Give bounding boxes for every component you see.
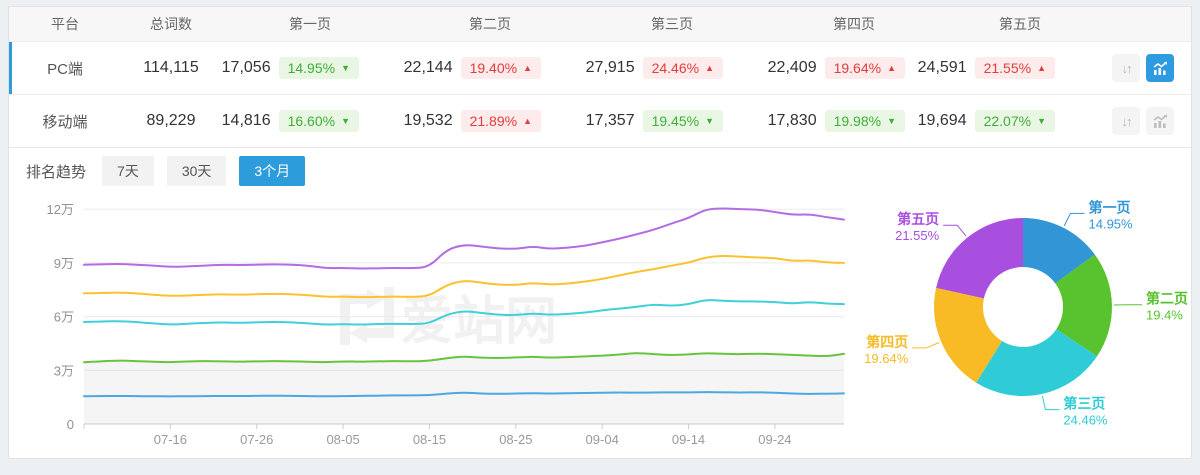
- donut-label-line: [1042, 396, 1059, 410]
- trend-arrow-icon: [887, 64, 896, 73]
- col-header-platform: 平台: [9, 14, 121, 34]
- donut-label-value: 19.64%: [864, 351, 909, 366]
- donut-label-line: [912, 343, 939, 348]
- trend-arrow-icon: [1037, 117, 1046, 126]
- trend-arrow-icon: [705, 117, 714, 126]
- x-axis-label: 07-26: [240, 432, 273, 447]
- y-axis-label: 0: [67, 417, 74, 432]
- table-row-pc[interactable]: PC端 114,115 17,056 14.95% 22,144 19.40% 27…: [9, 41, 1191, 94]
- keyword-rank-card: 平台 总词数 第一页 第二页 第三页 第四页 第五页 PC端 114,115 1…: [8, 6, 1192, 459]
- table-header: 平台 总词数 第一页 第二页 第三页 第四页 第五页: [9, 7, 1191, 41]
- sort-arrows-icon: ↓↑: [1122, 114, 1131, 129]
- col-header-page3: 第三页: [581, 14, 763, 34]
- sort-button[interactable]: ↓↑: [1112, 54, 1140, 82]
- donut-label-name: 第三页: [1063, 396, 1105, 412]
- platform-label: 移动端: [9, 111, 121, 132]
- page3-change-badge: 24.46%: [643, 57, 723, 79]
- trend-arrow-icon: [341, 117, 350, 126]
- mini-chart-icon: [1152, 113, 1168, 129]
- y-axis-label: 3万: [54, 363, 74, 378]
- trend-line-purple: [84, 209, 844, 269]
- page3-change-badge: 19.45%: [643, 110, 723, 132]
- platform-label: PC端: [9, 58, 121, 79]
- table-row-mobile[interactable]: 移动端 89,229 14,816 16.60% 19,532 21.89% 17,…: [9, 94, 1191, 147]
- chart-toggle-button[interactable]: [1146, 107, 1174, 135]
- page4-change-badge: 19.64%: [825, 57, 905, 79]
- col-header-page4: 第四页: [763, 14, 945, 34]
- trend-arrow-icon: [523, 117, 532, 126]
- page5-change-badge: 21.55%: [975, 57, 1055, 79]
- donut-label-name: 第一页: [1089, 199, 1131, 215]
- x-axis-label: 08-05: [326, 432, 359, 447]
- trend-line-yellow: [84, 256, 844, 297]
- sort-arrows-icon: ↓↑: [1122, 61, 1131, 76]
- page4-count: 17,830: [768, 112, 817, 130]
- chart-toggle-button[interactable]: [1146, 54, 1174, 82]
- y-axis-label: 6万: [54, 310, 74, 325]
- page5-count: 19,694: [918, 112, 967, 130]
- page2-count: 19,532: [404, 112, 453, 130]
- sort-button[interactable]: ↓↑: [1112, 107, 1140, 135]
- total-words: 89,229: [121, 112, 221, 130]
- y-axis-label: 9万: [54, 256, 74, 271]
- page5-count: 24,591: [918, 59, 967, 77]
- page1-count: 17,056: [222, 59, 271, 77]
- page1-count: 14,816: [222, 112, 271, 130]
- trend-arrow-icon: [887, 117, 896, 126]
- col-header-page1: 第一页: [221, 14, 399, 34]
- tab-7days[interactable]: 7天: [102, 156, 154, 186]
- donut-label-name: 第五页: [897, 211, 939, 227]
- trend-arrow-icon: [341, 64, 350, 73]
- col-header-page2: 第二页: [399, 14, 581, 34]
- donut-label-line: [943, 225, 966, 236]
- y-axis-label: 12万: [47, 202, 74, 217]
- page5-change-badge: 22.07%: [975, 110, 1055, 132]
- trend-arrow-icon: [705, 64, 714, 73]
- x-axis-label: 09-14: [672, 432, 705, 447]
- area-fill-green: [84, 353, 844, 424]
- mini-chart-icon: [1152, 60, 1168, 76]
- total-words: 114,115: [121, 59, 221, 77]
- x-axis-label: 08-25: [499, 432, 532, 447]
- trend-line-chart: 爱站网 0 3万 6万 9万 12万 07-16 07-26 08-05 08-15 08-25 0…: [9, 189, 869, 456]
- x-axis-label: 08-15: [413, 432, 446, 447]
- col-header-total: 总词数: [121, 14, 221, 34]
- donut-label-value: 24.46%: [1063, 413, 1108, 428]
- page2-count: 22,144: [404, 59, 453, 77]
- donut-label-name: 第四页: [866, 334, 908, 350]
- x-axis-label: 07-16: [154, 432, 187, 447]
- tab-3months[interactable]: 3个月: [239, 156, 305, 186]
- page2-change-badge: 21.89%: [461, 110, 541, 132]
- trend-arrow-icon: [1037, 64, 1046, 73]
- x-axis-label: 09-24: [758, 432, 791, 447]
- page1-change-badge: 16.60%: [279, 110, 359, 132]
- donut-label-name: 第二页: [1146, 291, 1188, 307]
- watermark-text: 爱站网: [401, 293, 557, 351]
- page2-change-badge: 19.40%: [461, 57, 541, 79]
- donut-label-value: 14.95%: [1089, 216, 1134, 231]
- page4-change-badge: 19.98%: [825, 110, 905, 132]
- charts-panel: 爱站网 0 3万 6万 9万 12万 07-16 07-26 08-05 08-15 08-25 0…: [9, 187, 1191, 458]
- trend-arrow-icon: [523, 64, 532, 73]
- page1-change-badge: 14.95%: [279, 57, 359, 79]
- page3-count: 17,357: [586, 112, 635, 130]
- trend-title: 排名趋势: [26, 161, 86, 182]
- tab-30days[interactable]: 30天: [167, 156, 227, 186]
- page4-count: 22,409: [768, 59, 817, 77]
- col-header-page5: 第五页: [945, 14, 1095, 34]
- donut-slice-第五页[interactable]: [936, 218, 1023, 298]
- donut-label-line: [1064, 213, 1084, 226]
- x-axis-label: 09-04: [586, 432, 619, 447]
- page3-count: 27,915: [586, 59, 635, 77]
- donut-label-value: 19.4%: [1146, 308, 1183, 323]
- donut-label-value: 21.55%: [895, 228, 940, 243]
